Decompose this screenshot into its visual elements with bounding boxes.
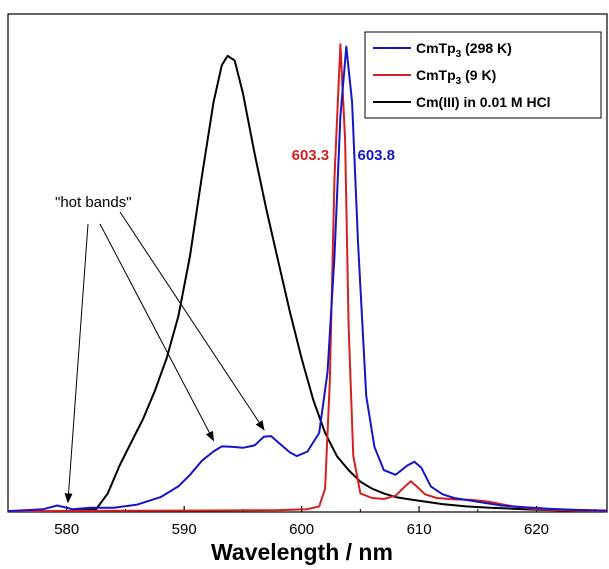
legend: CmTp3 (298 K) CmTp3 (9 K) Cm(III) in 0.0… — [364, 31, 602, 119]
x-tick-label-580: 580 — [54, 521, 79, 538]
series-line-2 — [8, 54, 608, 513]
x-tick-label-620: 620 — [524, 521, 549, 538]
legend-label-298k: CmTp3 (298 K) — [416, 40, 512, 60]
x-axis-title: Wavelength / nm — [211, 539, 393, 565]
hot-band-arrow-1 — [99, 223, 215, 442]
x-tick-label-590: 590 — [172, 521, 197, 538]
series-line-1 — [7, 43, 608, 513]
hot-band-arrow-2 — [119, 211, 265, 431]
peak-label-603-3: 603.3 — [292, 147, 330, 164]
legend-label-hcl: Cm(III) in 0.01 M HCl — [416, 94, 551, 110]
series-line-0 — [7, 45, 608, 513]
annotations: "hot bands" 603.3 603.8 — [55, 147, 395, 504]
legend-label-9k: CmTp3 (9 K) — [416, 67, 496, 87]
hot-bands-label: "hot bands" — [55, 194, 132, 211]
plot-area — [7, 43, 608, 513]
x-tick-label-600: 600 — [289, 521, 314, 538]
x-tick-label-610: 610 — [407, 521, 432, 538]
peak-label-603-8: 603.8 — [357, 147, 395, 164]
plot-frame — [7, 13, 608, 513]
hot-band-arrow-0 — [64, 223, 89, 504]
